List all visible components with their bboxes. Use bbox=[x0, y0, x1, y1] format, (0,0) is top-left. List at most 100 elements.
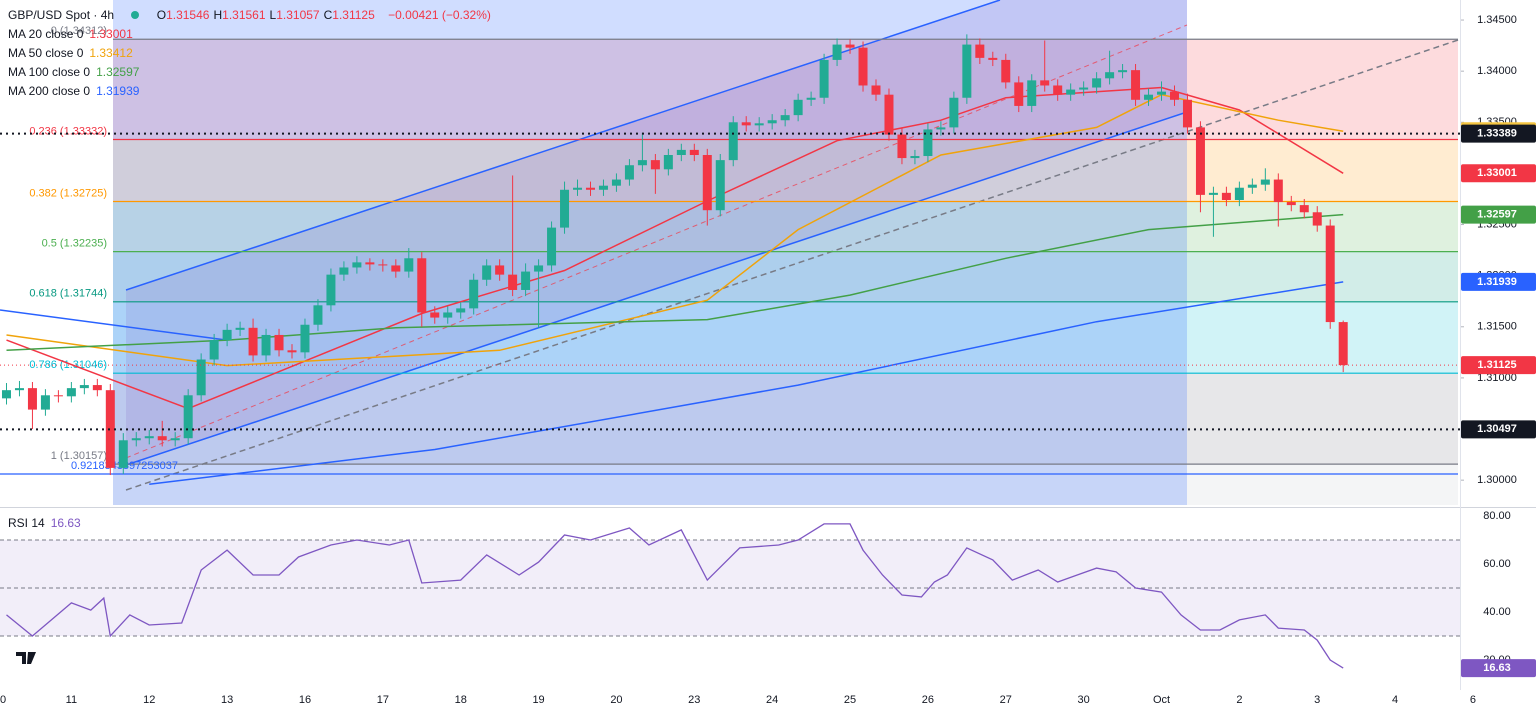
ma-legend: MA 20 close 0 1.33001 MA 50 close 0 1.33412… bbox=[8, 25, 497, 101]
x-tick-label: 27 bbox=[1000, 694, 1012, 706]
y-tick-label: 1.33500 bbox=[1477, 116, 1517, 128]
candle-body bbox=[300, 324, 310, 353]
candle-body bbox=[1208, 192, 1218, 195]
candle-body bbox=[469, 279, 479, 309]
ma-legend-item: MA 20 close 0 1.33001 bbox=[8, 25, 497, 44]
candle-body bbox=[274, 334, 284, 351]
candle-body bbox=[92, 385, 102, 391]
candle-body bbox=[949, 97, 959, 128]
candle-body bbox=[1079, 87, 1089, 90]
fib-label: 0.618 (1.31744) bbox=[29, 288, 107, 300]
fib-zone bbox=[113, 251, 1458, 302]
symbol: GBP/USD Spot · 4h bbox=[8, 8, 115, 22]
candle-body bbox=[547, 227, 557, 266]
candle-body bbox=[611, 179, 621, 186]
ohlc-label: C bbox=[323, 8, 333, 22]
candle-body bbox=[1182, 99, 1192, 128]
candle-body bbox=[780, 115, 790, 121]
candle-body bbox=[767, 120, 777, 124]
candle-body bbox=[871, 85, 881, 95]
rsi-badge-label: 16.63 bbox=[1483, 662, 1511, 674]
ohlc-value: 1.31125 bbox=[332, 8, 375, 22]
candle-body bbox=[845, 44, 855, 48]
ma-name: MA 50 close 0 bbox=[8, 46, 84, 60]
candle-body bbox=[53, 395, 63, 397]
candle-body bbox=[443, 312, 453, 318]
candle-body bbox=[832, 44, 842, 60]
candle-body bbox=[196, 359, 206, 396]
candle-body bbox=[417, 258, 427, 313]
candle-body bbox=[235, 327, 245, 330]
candle-body bbox=[624, 165, 634, 180]
candle-body bbox=[585, 187, 595, 190]
candle-body bbox=[1027, 80, 1037, 106]
candle-body bbox=[663, 155, 673, 170]
candle-body bbox=[313, 305, 323, 325]
y-tick-label: 1.31000 bbox=[1477, 372, 1517, 384]
candle-body bbox=[975, 44, 985, 58]
x-tick-label: 19 bbox=[532, 694, 544, 706]
candle-body bbox=[287, 350, 297, 353]
y-tick-label: 1.30000 bbox=[1477, 474, 1517, 486]
x-tick-label: 12 bbox=[143, 694, 155, 706]
candle-body bbox=[884, 94, 894, 135]
drawings bbox=[113, 39, 1458, 505]
rsi-badge bbox=[1461, 659, 1536, 678]
x-tick-label: 23 bbox=[688, 694, 700, 706]
ma-value: 1.31939 bbox=[96, 84, 140, 98]
candle-body bbox=[157, 436, 167, 441]
ma-line bbox=[149, 281, 1344, 485]
candle-body bbox=[534, 265, 544, 272]
candle-body bbox=[482, 265, 492, 280]
candle-body bbox=[858, 47, 868, 86]
price-badge bbox=[1461, 205, 1536, 224]
candle-body bbox=[183, 395, 193, 439]
candle-body bbox=[326, 274, 336, 306]
candle-body bbox=[1014, 82, 1024, 106]
candle-body bbox=[430, 312, 440, 318]
trend-line bbox=[0, 309, 227, 341]
candle-body bbox=[1234, 187, 1244, 200]
candle-body bbox=[404, 258, 414, 272]
candle-body bbox=[66, 388, 76, 397]
x-tick-label: 30 bbox=[1078, 694, 1090, 706]
rsi-tick-label: 40.00 bbox=[1483, 606, 1511, 618]
candle-body bbox=[962, 44, 972, 98]
candle-body bbox=[248, 327, 258, 356]
candle-body bbox=[1105, 72, 1115, 79]
ohlc-label: L bbox=[269, 8, 277, 22]
x-tick-label: 24 bbox=[766, 694, 778, 706]
candle-body bbox=[261, 334, 271, 356]
price-badge-label: 1.33001 bbox=[1477, 167, 1517, 179]
x-tick-label: 6 bbox=[1470, 694, 1476, 706]
candle-body bbox=[118, 440, 128, 468]
price-badge-label: 1.30497 bbox=[1477, 423, 1517, 435]
candle-body bbox=[598, 185, 608, 190]
x-tick-label: 11 bbox=[66, 694, 77, 706]
candle-body bbox=[1273, 179, 1283, 203]
candle-body bbox=[1299, 205, 1309, 213]
candle-body bbox=[702, 155, 712, 211]
candle-body bbox=[1169, 91, 1179, 100]
x-tick-label: 10 bbox=[0, 694, 6, 706]
fib-label: 0.5 (1.32235) bbox=[42, 238, 107, 250]
candle-body bbox=[1001, 59, 1011, 83]
x-tick-label: Oct bbox=[1153, 694, 1170, 706]
candle-body bbox=[27, 388, 37, 410]
candle-body bbox=[1066, 89, 1076, 95]
price-badge bbox=[1461, 356, 1536, 375]
candle-body bbox=[988, 57, 998, 60]
candle-body bbox=[378, 264, 388, 266]
rsi-tick-label: 80.00 bbox=[1483, 510, 1511, 522]
ohlc: O1.31546 H1.31561 L1.31057 C1.31125 bbox=[157, 8, 379, 22]
y-tick-label: 1.31500 bbox=[1477, 321, 1517, 333]
candle-body bbox=[170, 438, 180, 441]
ma-legend-item: MA 100 close 0 1.32597 bbox=[8, 63, 497, 82]
ohlc-value: 1.31057 bbox=[276, 8, 320, 22]
candle-body bbox=[728, 122, 738, 161]
fib-zone bbox=[113, 139, 1458, 202]
price-badge-label: 1.32597 bbox=[1477, 209, 1517, 221]
rsi-legend: RSI 14 16.63 bbox=[8, 514, 87, 533]
price-badge bbox=[1461, 124, 1536, 143]
